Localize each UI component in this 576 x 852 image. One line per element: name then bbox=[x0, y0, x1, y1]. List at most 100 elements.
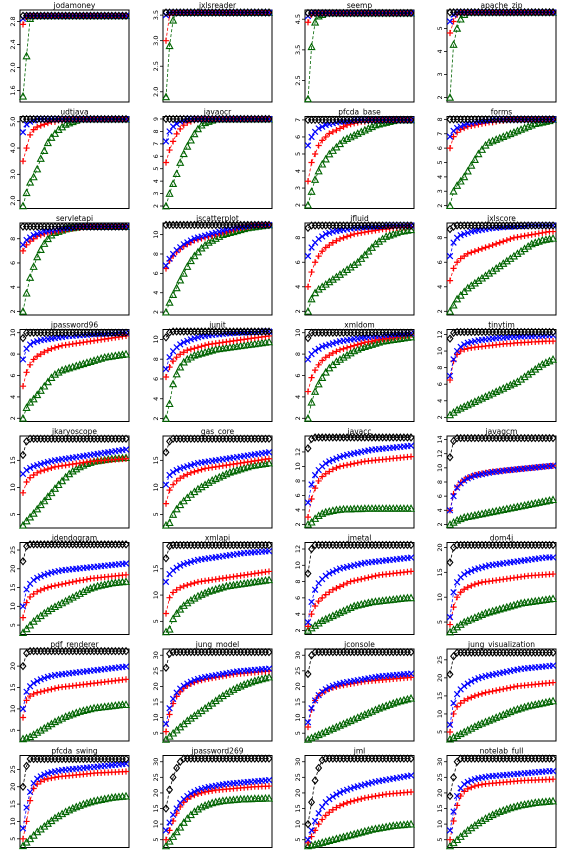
data-point bbox=[187, 346, 194, 353]
data-point bbox=[33, 252, 42, 261]
data-point bbox=[318, 123, 326, 130]
data-point bbox=[165, 518, 174, 526]
data-point bbox=[48, 583, 55, 590]
data-point bbox=[542, 229, 549, 236]
series-green bbox=[303, 593, 416, 634]
data-point bbox=[23, 236, 30, 244]
data-point bbox=[340, 234, 347, 241]
data-point bbox=[47, 488, 56, 497]
data-point bbox=[493, 687, 500, 694]
y-tick-label: 20 bbox=[294, 682, 302, 690]
series-black bbox=[19, 434, 130, 460]
data-point bbox=[364, 246, 373, 255]
y-tick-label: 9 bbox=[152, 117, 160, 121]
data-point bbox=[264, 458, 274, 467]
panel-jodamoney: jodamoney 1.6 2.0 2.4 2.8 bbox=[9, 1, 131, 103]
panel-gas-core: gas_core 5 10 15 bbox=[152, 427, 274, 529]
data-point bbox=[452, 24, 462, 32]
data-point bbox=[183, 262, 192, 270]
panel-title: jconsole bbox=[343, 640, 375, 649]
series-black bbox=[162, 8, 273, 17]
data-point bbox=[336, 125, 344, 132]
y-tick-label: 6 bbox=[436, 382, 444, 386]
y-tick-label: 12 bbox=[436, 330, 444, 338]
series-line bbox=[449, 11, 553, 98]
data-point bbox=[166, 705, 173, 712]
data-point bbox=[308, 434, 316, 444]
data-point bbox=[318, 343, 326, 350]
y-tick-label: 25 bbox=[9, 546, 17, 554]
panel-title: pfcda_swing bbox=[51, 747, 98, 756]
panel-title: gas_core bbox=[201, 427, 235, 436]
series-black bbox=[19, 114, 130, 124]
data-point bbox=[168, 290, 178, 299]
data-point bbox=[510, 234, 518, 241]
y-tick-label: 8 bbox=[152, 357, 160, 361]
series-green bbox=[445, 495, 558, 528]
data-point bbox=[354, 341, 361, 348]
data-point bbox=[25, 177, 35, 186]
data-point bbox=[19, 158, 27, 165]
panel-frame bbox=[446, 648, 557, 742]
data-point bbox=[165, 298, 174, 306]
data-point bbox=[326, 229, 333, 237]
data-point bbox=[186, 135, 195, 144]
series-black bbox=[304, 328, 415, 343]
data-point bbox=[30, 471, 37, 479]
data-point bbox=[166, 594, 173, 601]
series-blue bbox=[304, 554, 415, 626]
data-point bbox=[308, 268, 315, 276]
data-point bbox=[326, 352, 333, 359]
panel-jxlscore: jxlscore 2 4 6 8 bbox=[436, 214, 558, 316]
series-red bbox=[19, 332, 130, 390]
data-point bbox=[489, 688, 496, 695]
data-point bbox=[187, 469, 194, 476]
data-point bbox=[343, 344, 351, 351]
data-point bbox=[55, 581, 62, 589]
data-point bbox=[326, 468, 333, 475]
y-tick-label: 5 bbox=[152, 167, 160, 171]
y-tick-label: 8 bbox=[9, 237, 17, 241]
data-point bbox=[43, 234, 52, 243]
data-point bbox=[162, 138, 170, 145]
data-point bbox=[354, 576, 361, 584]
data-point bbox=[33, 504, 42, 513]
y-tick-label: 6 bbox=[9, 373, 17, 377]
data-point bbox=[336, 235, 344, 243]
y-tick-label: 25 bbox=[152, 773, 160, 781]
y-tick-label: 4 bbox=[294, 169, 302, 173]
data-point bbox=[358, 795, 365, 802]
data-point bbox=[30, 780, 37, 787]
data-point bbox=[307, 517, 316, 526]
data-point bbox=[322, 470, 329, 477]
y-tick-label: 15 bbox=[152, 698, 160, 706]
y-tick-label: 5 bbox=[294, 152, 302, 156]
data-point bbox=[44, 465, 51, 473]
panel-frame bbox=[446, 116, 557, 209]
data-point bbox=[310, 288, 320, 297]
data-point bbox=[18, 91, 28, 100]
data-point bbox=[471, 782, 478, 790]
y-tick-label: 5.0 bbox=[9, 117, 17, 127]
data-point bbox=[208, 236, 217, 244]
data-point bbox=[48, 774, 55, 782]
data-point bbox=[303, 413, 313, 422]
y-tick-label: 10 bbox=[436, 464, 444, 472]
data-point bbox=[23, 144, 30, 152]
data-point bbox=[304, 178, 312, 185]
y-tick-label: 3 bbox=[436, 72, 444, 76]
y-tick-label: 30 bbox=[294, 651, 302, 659]
data-point bbox=[122, 571, 130, 578]
y-tick-label: 7 bbox=[152, 142, 160, 146]
panel-title: jpassword96 bbox=[50, 321, 98, 330]
panel-title: tinytim bbox=[488, 321, 515, 330]
data-point bbox=[27, 474, 34, 481]
data-point bbox=[122, 455, 130, 462]
data-point bbox=[482, 689, 489, 696]
y-tick-label: 14 bbox=[436, 435, 444, 443]
data-point bbox=[368, 573, 376, 580]
data-point bbox=[315, 253, 322, 260]
series-line bbox=[449, 237, 554, 312]
data-point bbox=[453, 579, 461, 586]
